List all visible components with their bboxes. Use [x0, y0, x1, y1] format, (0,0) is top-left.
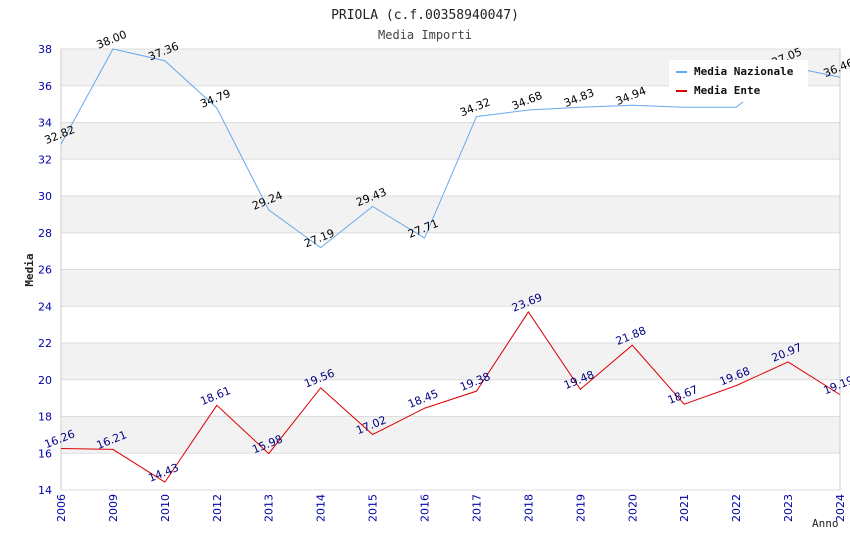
x-axis: 2006 2009 2010 2012 2013 2014 2015 2016 2017 2018…: [55, 494, 847, 522]
y-tick-label: 26: [38, 264, 52, 277]
band-shaded: [61, 196, 840, 233]
x-tick-label: 2010: [159, 494, 172, 522]
y-tick-label: 38: [38, 43, 52, 56]
band-light: [61, 306, 840, 343]
series-line-nazionale: [60, 48, 841, 249]
x-tick-label: 2012: [211, 494, 224, 522]
band-shaded: [61, 122, 840, 160]
data-label: 38.00: [95, 28, 129, 52]
band-shaded: [61, 416, 840, 454]
y-tick-label: 32: [38, 153, 52, 166]
y-tick-label: 18: [38, 411, 52, 424]
band-light: [61, 379, 840, 417]
legend-label-ente: Media Ente: [694, 84, 761, 97]
y-tick-label: 22: [38, 337, 52, 350]
x-tick-label: 2015: [367, 494, 380, 522]
x-tick-label: 2019: [574, 494, 587, 522]
y-tick-label: 14: [38, 484, 52, 497]
y-axis: 14 16 18 20 22 24 26 28 30 32 34 36 38: [38, 43, 52, 497]
band-shaded: [61, 343, 840, 380]
y-tick-label: 36: [38, 80, 52, 93]
legend: Media Nazionale Media Ente: [669, 60, 808, 102]
x-tick-label: 2018: [522, 494, 535, 522]
x-tick-label: 2017: [470, 494, 483, 522]
x-axis-title: Anno: [812, 517, 839, 530]
band-light: [61, 232, 840, 270]
x-tick-label: 2009: [107, 494, 120, 522]
x-tick-label: 2020: [626, 494, 639, 522]
y-tick-label: 30: [38, 190, 52, 203]
background-bands: [60, 48, 841, 491]
x-tick-label: 2021: [678, 494, 691, 522]
series-line-ente: [60, 311, 841, 483]
legend-label-nazionale: Media Nazionale: [694, 65, 794, 78]
series-group: [60, 48, 841, 483]
y-tick-label: 34: [38, 117, 52, 130]
chart-title: PRIOLA (c.f.00358940047): [331, 8, 519, 23]
x-tick-label: 2006: [55, 494, 68, 522]
band-shaded: [61, 269, 840, 307]
legend-box: [669, 60, 808, 102]
y-tick-label: 20: [38, 374, 52, 387]
y-axis-title: Media: [23, 253, 36, 286]
legend-swatch-nazionale: [676, 71, 687, 73]
legend-swatch-ente: [676, 90, 687, 92]
band-light: [61, 453, 840, 490]
y-tick-label: 28: [38, 227, 52, 240]
y-tick-label: 16: [38, 447, 52, 460]
x-tick-label: 2016: [419, 494, 432, 522]
y-tick-label: 24: [38, 300, 52, 313]
x-tick-label: 2022: [730, 494, 743, 522]
x-tick-label: 2014: [315, 494, 328, 522]
x-tick-label: 2024: [834, 494, 847, 522]
chart-subtitle: Media Importi: [378, 28, 472, 42]
x-tick-label: 2013: [263, 494, 276, 522]
x-tick-label: 2023: [782, 494, 795, 522]
